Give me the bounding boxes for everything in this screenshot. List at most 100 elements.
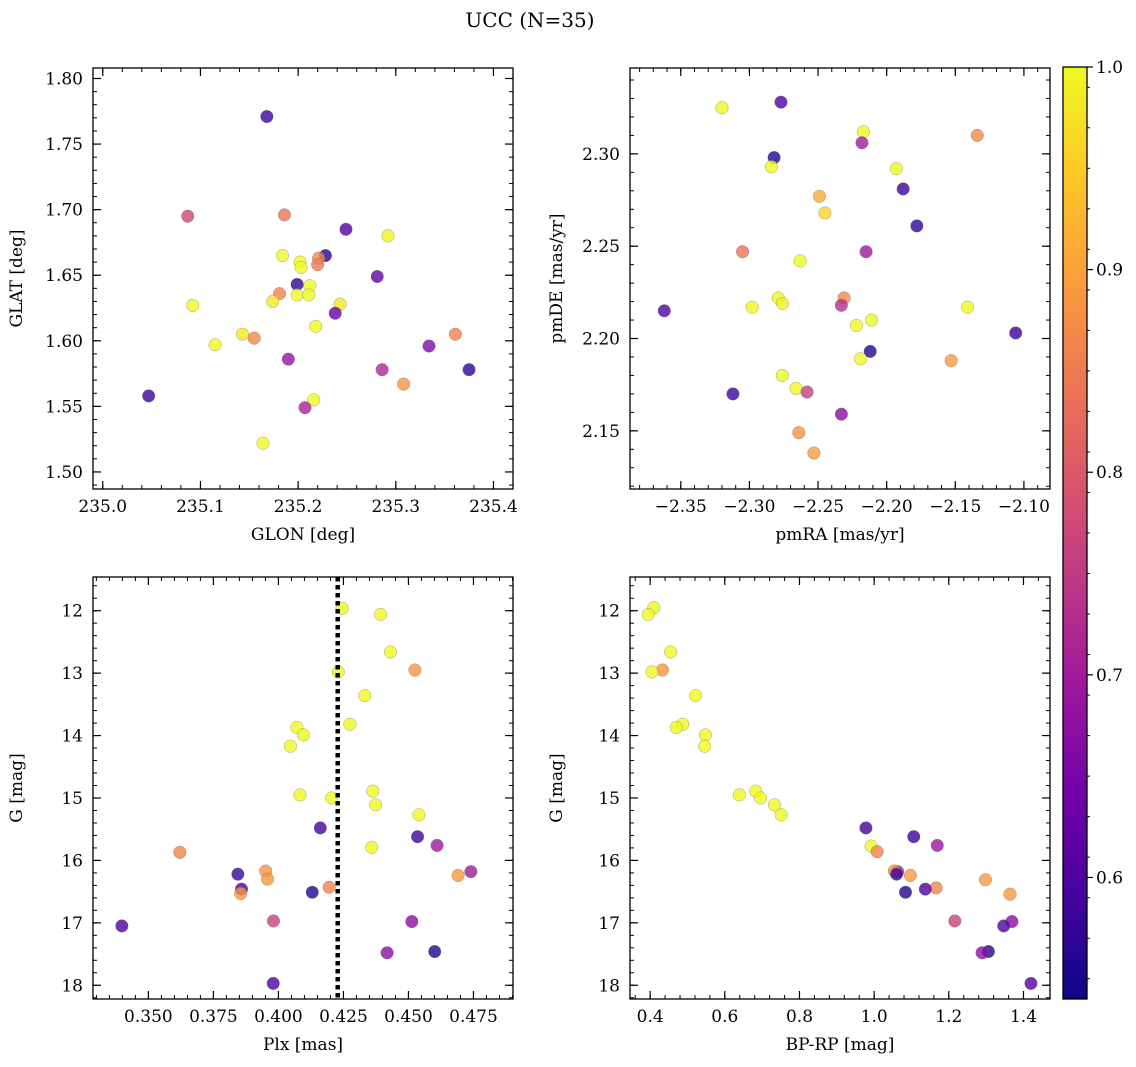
scatter-point <box>266 294 280 309</box>
ticks <box>630 577 1050 999</box>
scatter-point <box>247 331 261 345</box>
scatter-point <box>339 222 353 236</box>
scatter-point <box>256 436 270 450</box>
scatter-points <box>142 109 476 450</box>
scatter-point <box>898 885 913 899</box>
scatter-point <box>910 219 924 233</box>
scatter-point <box>283 739 297 753</box>
scatter-point <box>975 946 989 960</box>
x-tick-label: −2.15 <box>929 497 981 517</box>
axes-frame <box>629 576 1051 1000</box>
scatter-point <box>870 845 884 859</box>
scatter-point <box>293 788 307 802</box>
scatter-point <box>383 645 398 659</box>
axes-frame <box>92 576 514 1000</box>
x-tick-label: −2.10 <box>998 497 1050 517</box>
scatter-point <box>309 319 323 333</box>
scatter-point <box>775 368 789 382</box>
scatter-point <box>186 298 200 312</box>
scatter-point <box>698 739 712 753</box>
y-tick-label: 1.50 <box>45 463 83 483</box>
scatter-point <box>961 300 975 314</box>
scatter-point <box>859 245 873 259</box>
x-tick-label: 0.350 <box>124 1007 173 1027</box>
x-tick-label: −2.35 <box>655 497 707 517</box>
scatter-point <box>863 344 877 358</box>
axes-frame <box>92 67 514 490</box>
scatter-point <box>325 791 339 805</box>
scatter-point <box>260 872 275 886</box>
scatter-point <box>302 288 316 302</box>
scatter-point <box>726 387 740 401</box>
scatter-point <box>657 304 671 318</box>
x-tick-label: 235.1 <box>176 497 225 517</box>
scatter-point <box>774 808 788 822</box>
scatter-point <box>411 830 425 844</box>
x-axis-label: pmRA [mas/yr] <box>775 525 904 545</box>
x-tick-label: 0.450 <box>384 1007 433 1027</box>
x-axis-label: GLON [deg] <box>251 525 355 545</box>
x-tick-label: 0.475 <box>449 1007 498 1027</box>
colorbar-tick-label: 0.6 <box>1096 868 1123 888</box>
scatter-point <box>896 182 910 196</box>
scatter-point <box>311 258 325 272</box>
x-tick-label: 235.2 <box>274 497 323 517</box>
scatter-point <box>328 306 342 320</box>
scatter-point <box>298 401 312 415</box>
scatter-point <box>428 945 442 959</box>
scatter-point <box>764 160 778 174</box>
scatter-point <box>1003 887 1017 901</box>
scatter-point <box>792 426 806 440</box>
scatter-point <box>930 838 944 852</box>
scatter-point <box>358 689 372 703</box>
x-tick-label: 0.425 <box>319 1007 368 1027</box>
y-tick-label: 13 <box>61 664 83 684</box>
scatter-point <box>365 840 379 854</box>
y-tick-label: 18 <box>598 976 620 996</box>
scatter-point <box>800 385 814 399</box>
y-tick-label: 16 <box>598 851 620 871</box>
scatter-point <box>1024 976 1038 990</box>
x-tick-label: 0.4 <box>637 1007 664 1027</box>
scatter-point <box>689 689 703 703</box>
scatter-point <box>451 868 465 882</box>
x-tick-label: 235.0 <box>78 497 127 517</box>
scatter-point <box>307 393 321 407</box>
panel-proper-motion: −2.35 −2.30 −2.25 −2.20 −2.15 −2.10 2.15 2.20 2.… <box>547 67 1051 545</box>
scatter-point <box>834 298 848 312</box>
scatter-point <box>890 867 904 881</box>
x-tick-label: 235.4 <box>469 497 518 517</box>
y-tick-label: 17 <box>61 914 83 934</box>
scatter-point <box>807 446 821 460</box>
y-axis-label: GLAT [deg] <box>7 229 27 327</box>
scatter-points <box>641 601 1038 990</box>
panel-sky: 235.0 235.1 235.2 235.3 235.4 1.50 1.55 1.60 1.6… <box>7 67 518 545</box>
y-tick-label: 15 <box>61 789 83 809</box>
scatter-point <box>370 269 384 284</box>
colorbar-gradient <box>1063 67 1087 999</box>
scatter-point <box>854 352 868 366</box>
y-tick-label: 1.70 <box>45 201 83 221</box>
scatter-point <box>818 206 832 220</box>
scatter-point <box>397 377 411 391</box>
scatter-point <box>948 914 962 928</box>
scatter-point <box>664 645 678 659</box>
ticks <box>93 68 514 489</box>
scatter-point <box>732 788 746 802</box>
y-tick-label: 1.55 <box>45 397 83 417</box>
scatter-point <box>260 109 274 124</box>
scatter-point <box>266 976 280 990</box>
x-axis-label: Plx [mas] <box>263 1035 343 1055</box>
x-tick-label: 235.3 <box>371 497 420 517</box>
scatter-points <box>657 95 1023 460</box>
y-tick-label: 15 <box>598 789 620 809</box>
y-tick-label: 1.80 <box>45 69 83 89</box>
axes-frame <box>629 67 1051 490</box>
scatter-point <box>294 260 308 274</box>
y-axis-label: G [mag] <box>7 753 27 822</box>
y-tick-label: 1.65 <box>45 266 83 286</box>
scatter-point <box>669 720 683 734</box>
x-tick-label: 0.375 <box>189 1007 238 1027</box>
scatter-point <box>366 784 380 798</box>
